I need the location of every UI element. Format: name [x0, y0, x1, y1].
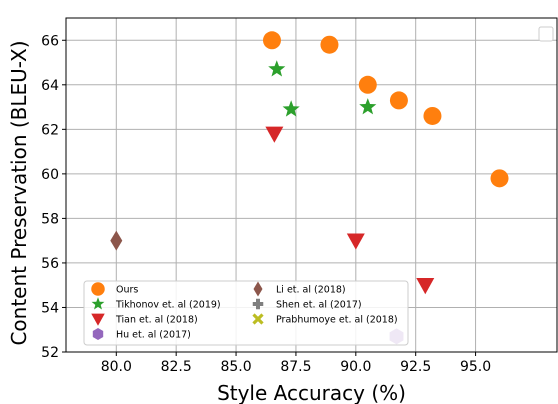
y-tick-label: 60	[41, 167, 59, 183]
legend-entry: Tian et. al (2018)	[91, 313, 198, 326]
legend-label: Li et. al (2018)	[276, 285, 346, 296]
y-tick-label: 56	[41, 256, 59, 272]
data-point-tian-et-al-2018	[346, 233, 365, 250]
y-tick-label: 54	[41, 300, 59, 316]
y-tick-label: 62	[41, 122, 59, 138]
x-tick-label: 95.0	[460, 359, 491, 375]
legend-label: Shen et. al (2017)	[276, 300, 362, 311]
y-tick-label: 58	[41, 211, 59, 227]
legend-marker	[92, 328, 104, 340]
legend-entry: Ours	[91, 282, 138, 296]
legend-entry: Shen et. al (2017)	[252, 298, 362, 311]
legend-label: Prabhumoye et. al (2018)	[276, 315, 398, 326]
legend-marker	[91, 313, 105, 326]
y-tick-label: 52	[41, 345, 59, 361]
y-tick-label: 64	[41, 78, 59, 94]
plot-frame	[65, 17, 558, 353]
y-axis-label: Content Preservation (BLEU-X)	[7, 40, 31, 345]
data-point-tian-et-al-2018	[416, 278, 435, 295]
data-point-tikhonov-et-al-2019	[268, 60, 286, 77]
legend-label: Tian et. al (2018)	[115, 315, 198, 326]
data-point-ours	[262, 31, 281, 50]
y-tick-label: 66	[41, 33, 59, 49]
data-point-ours	[389, 91, 408, 110]
legend-marker	[252, 298, 264, 310]
data-point-ours	[320, 35, 339, 54]
x-tick-label: 92.5	[400, 359, 431, 375]
legend-marker	[91, 297, 105, 310]
legend: Ours Tikhonov et. al (2019) Tian et. al (2…	[83, 280, 409, 346]
legend-label: Tikhonov et. al (2019)	[115, 300, 221, 311]
data-point-tian-et-al-2018	[265, 126, 284, 143]
legend-label: Hu et. al (2017)	[116, 330, 191, 341]
x-tick-label: 87.5	[280, 359, 311, 375]
grid	[66, 18, 557, 353]
x-tick-label: 82.5	[161, 359, 192, 375]
legend-entry: Li et. al (2018)	[253, 281, 346, 297]
x-marker-stroke	[252, 313, 264, 325]
legend-marker	[253, 281, 263, 297]
x-tick-label: 85.0	[220, 359, 251, 375]
data-point-tikhonov-et-al-2019	[282, 100, 300, 117]
data-point-ours	[490, 169, 509, 188]
data-point-tikhonov-et-al-2019	[359, 98, 377, 115]
legend-marker	[252, 313, 264, 325]
legend-box	[83, 280, 409, 346]
data-point-ours	[358, 75, 377, 94]
x-tick-label: 90.0	[340, 359, 371, 375]
legend-marker	[91, 282, 105, 296]
data-point-li-et-al-2018	[110, 230, 123, 251]
axis-ticks: 80.0 82.5 85.0 87.5 90.0 92.5 95.0 52 54 56 58 60 62…	[41, 33, 491, 375]
data-point-ours	[423, 106, 442, 125]
legend-label: Ours	[116, 285, 138, 296]
empty-legend-box	[538, 26, 554, 42]
legend-entry: Tikhonov et. al (2019)	[91, 297, 221, 311]
legend-entry: Hu et. al (2017)	[92, 328, 191, 341]
x-tick-label: 80.0	[101, 359, 132, 375]
legend-entry: Prabhumoye et. al (2018)	[252, 313, 398, 326]
x-axis-label: Style Accuracy (%)	[217, 381, 406, 404]
